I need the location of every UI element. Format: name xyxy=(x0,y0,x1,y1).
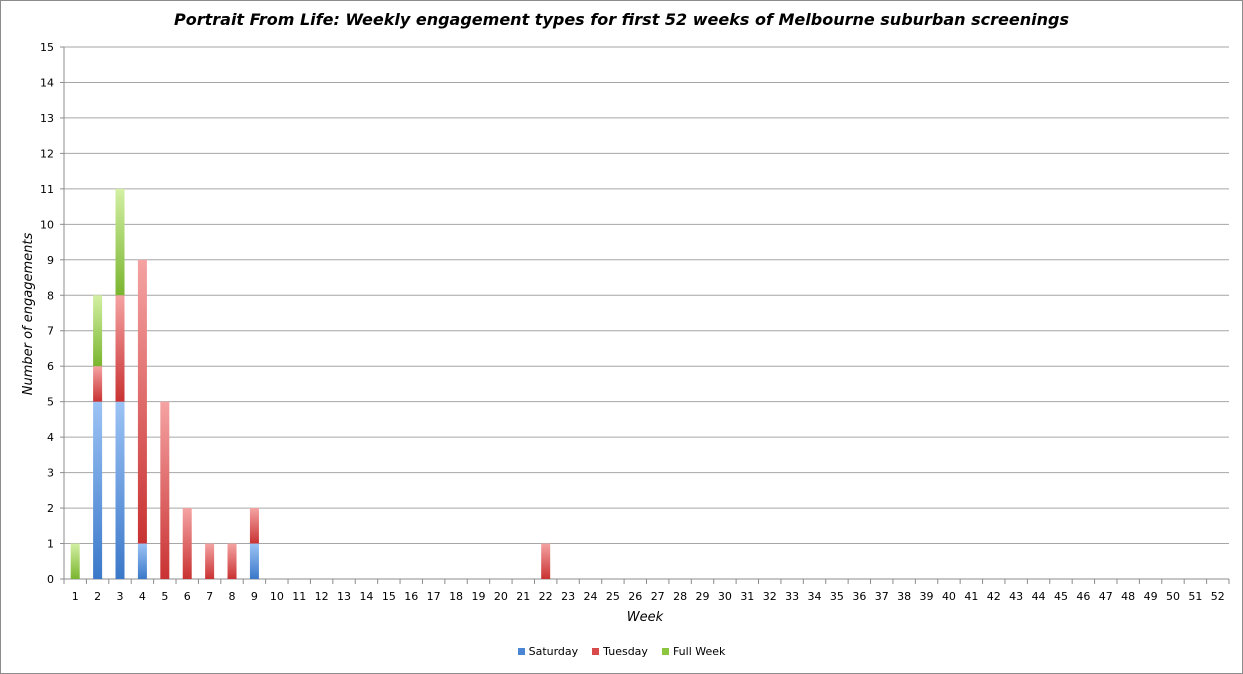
x-tick-label: 25 xyxy=(606,590,620,603)
legend-item-tuesday: Tuesday xyxy=(592,645,648,658)
legend-item-saturday: Saturday xyxy=(517,645,579,658)
x-axis-title: Week xyxy=(627,610,664,625)
x-tick-label: 51 xyxy=(1188,590,1202,603)
y-tick-label: 9 xyxy=(47,254,54,267)
bar-tuesday-week-2 xyxy=(93,366,103,402)
bar-saturday-week-4 xyxy=(137,543,147,579)
x-tick-label: 42 xyxy=(987,590,1001,603)
x-tick-label: 19 xyxy=(471,590,485,603)
x-tick-label: 10 xyxy=(270,590,284,603)
legend-label: Tuesday xyxy=(603,645,648,658)
x-tick-label: 20 xyxy=(494,590,508,603)
x-tick-label: 49 xyxy=(1144,590,1158,603)
bar-tuesday-week-4 xyxy=(137,259,147,544)
y-tick-label: 4 xyxy=(47,431,54,444)
y-tick-label: 5 xyxy=(47,396,54,409)
x-tick-label: 33 xyxy=(785,590,799,603)
y-tick-label: 15 xyxy=(40,41,54,54)
x-tick-label: 12 xyxy=(315,590,329,603)
y-tick-label: 6 xyxy=(47,360,54,373)
y-tick-label: 1 xyxy=(47,538,54,551)
y-tick-label: 12 xyxy=(40,147,54,160)
x-tick-label: 32 xyxy=(763,590,777,603)
y-tick-label: 3 xyxy=(47,467,54,480)
bar-full-week-week-1 xyxy=(70,543,80,579)
x-tick-label: 38 xyxy=(897,590,911,603)
bar-tuesday-week-6 xyxy=(182,508,192,579)
y-tick-label: 14 xyxy=(40,76,54,89)
x-tick-label: 6 xyxy=(184,590,191,603)
x-tick-label: 41 xyxy=(964,590,978,603)
x-tick-label: 34 xyxy=(808,590,822,603)
x-tick-label: 3 xyxy=(117,590,124,603)
x-tick-label: 14 xyxy=(359,590,373,603)
x-tick-label: 18 xyxy=(449,590,463,603)
x-tick-label: 15 xyxy=(382,590,396,603)
legend-label: Full Week xyxy=(672,645,726,658)
x-tick-label: 30 xyxy=(718,590,732,603)
bar-saturday-week-2 xyxy=(93,401,103,579)
x-tick-label: 8 xyxy=(229,590,236,603)
bar-tuesday-week-22 xyxy=(541,543,551,579)
x-tick-label: 17 xyxy=(427,590,441,603)
bar-full-week-week-3 xyxy=(115,188,125,296)
bar-saturday-week-9 xyxy=(249,543,259,579)
bar-tuesday-week-8 xyxy=(227,543,237,579)
x-tick-label: 31 xyxy=(740,590,754,603)
y-axis-title: Number of engagements xyxy=(21,233,36,396)
y-tick-label: 8 xyxy=(47,289,54,302)
x-tick-label: 7 xyxy=(206,590,213,603)
x-tick-label: 16 xyxy=(404,590,418,603)
y-tick-label: 13 xyxy=(40,112,54,125)
legend-swatch xyxy=(517,648,525,655)
x-tick-label: 29 xyxy=(696,590,710,603)
chart-title: Portrait From Life: Weekly engagement ty… xyxy=(174,10,1069,29)
bar-tuesday-week-9 xyxy=(249,508,259,544)
x-tick-label: 28 xyxy=(673,590,687,603)
y-tick-label: 10 xyxy=(40,218,54,231)
x-tick-label: 2 xyxy=(94,590,101,603)
x-tick-label: 35 xyxy=(830,590,844,603)
x-tick-label: 45 xyxy=(1054,590,1068,603)
bar-saturday-week-3 xyxy=(115,401,125,579)
x-tick-label: 24 xyxy=(583,590,597,603)
x-tick-label: 44 xyxy=(1032,590,1046,603)
x-tick-label: 26 xyxy=(628,590,642,603)
x-tick-label: 13 xyxy=(337,590,351,603)
x-tick-label: 22 xyxy=(539,590,553,603)
x-tick-label: 27 xyxy=(651,590,665,603)
y-tick-label: 7 xyxy=(47,325,54,338)
bar-full-week-week-2 xyxy=(93,295,103,367)
x-tick-label: 40 xyxy=(942,590,956,603)
x-tick-label: 4 xyxy=(139,590,146,603)
bar-tuesday-week-3 xyxy=(115,295,125,402)
x-tick-label: 1 xyxy=(72,590,79,603)
legend-swatch xyxy=(592,648,600,655)
x-tick-label: 47 xyxy=(1099,590,1113,603)
y-tick-label: 2 xyxy=(47,502,54,515)
y-tick-label: 0 xyxy=(47,573,54,586)
x-tick-label: 39 xyxy=(920,590,934,603)
legend: Saturday Tuesday Full Week xyxy=(0,645,1243,658)
legend-label: Saturday xyxy=(528,645,579,658)
legend-swatch xyxy=(661,648,669,655)
x-tick-label: 48 xyxy=(1121,590,1135,603)
x-tick-label: 50 xyxy=(1166,590,1180,603)
x-tick-label: 52 xyxy=(1211,590,1225,603)
x-tick-label: 5 xyxy=(161,590,168,603)
bar-tuesday-week-7 xyxy=(205,543,215,579)
x-tick-label: 9 xyxy=(251,590,258,603)
x-tick-label: 23 xyxy=(561,590,575,603)
x-tick-label: 11 xyxy=(292,590,306,603)
bar-tuesday-week-5 xyxy=(160,401,170,579)
x-tick-label: 43 xyxy=(1009,590,1023,603)
x-tick-label: 36 xyxy=(852,590,866,603)
y-tick-label: 11 xyxy=(40,183,54,196)
x-tick-label: 46 xyxy=(1076,590,1090,603)
x-tick-label: 21 xyxy=(516,590,530,603)
x-tick-label: 37 xyxy=(875,590,889,603)
legend-item-full-week: Full Week xyxy=(661,645,726,658)
